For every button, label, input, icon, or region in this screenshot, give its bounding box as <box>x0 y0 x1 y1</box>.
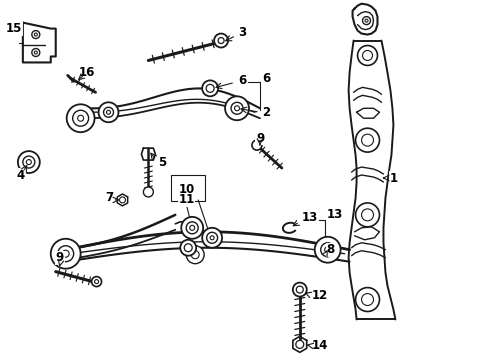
Circle shape <box>225 96 249 120</box>
Text: 8: 8 <box>327 243 335 256</box>
Text: 7: 7 <box>105 192 114 204</box>
Circle shape <box>18 151 40 173</box>
Circle shape <box>32 31 40 39</box>
Circle shape <box>296 340 304 348</box>
Circle shape <box>202 80 218 96</box>
Circle shape <box>26 159 31 165</box>
Text: 5: 5 <box>158 156 167 168</box>
Text: 13: 13 <box>302 211 318 224</box>
Circle shape <box>296 286 303 293</box>
Circle shape <box>120 197 125 203</box>
Circle shape <box>362 209 373 221</box>
Circle shape <box>362 134 373 146</box>
Circle shape <box>184 244 192 252</box>
Text: 9: 9 <box>256 132 264 145</box>
Text: 13: 13 <box>327 208 343 221</box>
Circle shape <box>293 283 307 297</box>
Circle shape <box>356 288 379 311</box>
Circle shape <box>358 45 377 66</box>
Circle shape <box>34 51 37 54</box>
Circle shape <box>315 237 341 263</box>
Circle shape <box>252 140 262 150</box>
Circle shape <box>365 19 368 22</box>
Circle shape <box>356 128 379 152</box>
Circle shape <box>363 50 372 60</box>
Circle shape <box>186 222 198 234</box>
Text: 4: 4 <box>17 168 25 181</box>
Circle shape <box>186 246 204 264</box>
Text: 11: 11 <box>178 193 195 206</box>
Circle shape <box>95 280 98 284</box>
Text: 15: 15 <box>6 22 23 35</box>
Text: 10: 10 <box>178 184 195 197</box>
Circle shape <box>363 17 370 24</box>
Text: 3: 3 <box>238 26 246 39</box>
Circle shape <box>92 276 101 287</box>
Text: 14: 14 <box>312 339 328 352</box>
Circle shape <box>32 49 40 57</box>
Circle shape <box>321 243 335 257</box>
Text: 1: 1 <box>390 171 397 185</box>
Circle shape <box>73 110 89 126</box>
Circle shape <box>218 37 224 44</box>
Circle shape <box>231 102 243 114</box>
Circle shape <box>235 106 240 111</box>
Circle shape <box>210 236 214 240</box>
Text: 2: 2 <box>262 106 270 119</box>
Circle shape <box>144 187 153 197</box>
Circle shape <box>206 84 214 92</box>
Circle shape <box>58 246 74 262</box>
Circle shape <box>190 225 195 230</box>
Circle shape <box>202 228 222 248</box>
Circle shape <box>77 115 84 121</box>
Circle shape <box>180 240 196 256</box>
Circle shape <box>356 203 379 227</box>
Text: 16: 16 <box>78 66 95 79</box>
Circle shape <box>67 104 95 132</box>
Circle shape <box>98 102 119 122</box>
Circle shape <box>325 247 331 253</box>
Circle shape <box>214 33 228 48</box>
Circle shape <box>62 250 69 257</box>
Circle shape <box>23 156 35 168</box>
Circle shape <box>106 110 111 114</box>
Text: 9: 9 <box>56 251 64 264</box>
Text: 12: 12 <box>312 289 328 302</box>
Circle shape <box>362 293 373 306</box>
Circle shape <box>181 217 203 239</box>
Circle shape <box>191 251 199 259</box>
Text: 6: 6 <box>238 74 246 87</box>
Circle shape <box>207 232 218 243</box>
Text: 6: 6 <box>262 72 270 85</box>
Circle shape <box>51 239 81 269</box>
Circle shape <box>103 107 114 117</box>
Circle shape <box>34 33 37 36</box>
